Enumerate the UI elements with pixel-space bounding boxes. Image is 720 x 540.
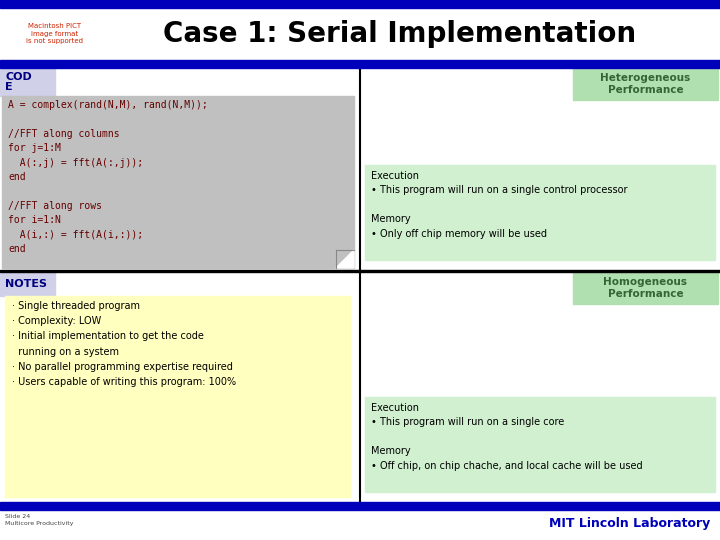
Text: Heterogeneous
Performance: Heterogeneous Performance (600, 73, 690, 95)
Text: MIT Lincoln Laboratory: MIT Lincoln Laboratory (549, 517, 710, 530)
Bar (0, 0, 720, 8)
Bar (0, 68, 55, 96)
Bar (0, 502, 720, 510)
Bar (2, 96, 354, 268)
Text: NOTES: NOTES (5, 279, 47, 289)
Text: Execution
• This program will run on a single core

Memory
• Off chip, on chip c: Execution • This program will run on a s… (371, 403, 643, 470)
Bar (0, 272, 55, 296)
Bar (365, 397, 715, 492)
Text: A = complex(rand(N,M), rand(N,M));

//FFT along columns
for j=1:M
  A(:,j) = fft: A = complex(rand(N,M), rand(N,M)); //FFT… (8, 100, 208, 254)
Bar (0, 270, 720, 272)
Text: COD
E: COD E (5, 72, 32, 92)
Text: · Single threaded program
· Complexity: LOW
· Initial implementation to get the : · Single threaded program · Complexity: … (12, 301, 236, 387)
Bar (0, 60, 720, 68)
Bar (573, 68, 718, 100)
Text: Case 1: Serial Implementation: Case 1: Serial Implementation (163, 20, 636, 48)
Bar (573, 272, 718, 304)
Text: Homogeneous
Performance: Homogeneous Performance (603, 277, 688, 299)
Text: Execution
• This program will run on a single control processor

Memory
• Only o: Execution • This program will run on a s… (371, 171, 628, 239)
Text: Macintosh PICT
image format
is not supported: Macintosh PICT image format is not suppo… (27, 24, 84, 44)
Bar (365, 165, 715, 260)
Bar (5, 296, 350, 497)
Polygon shape (336, 250, 354, 268)
Text: Slide 24
Multicore Productivity: Slide 24 Multicore Productivity (5, 515, 73, 525)
